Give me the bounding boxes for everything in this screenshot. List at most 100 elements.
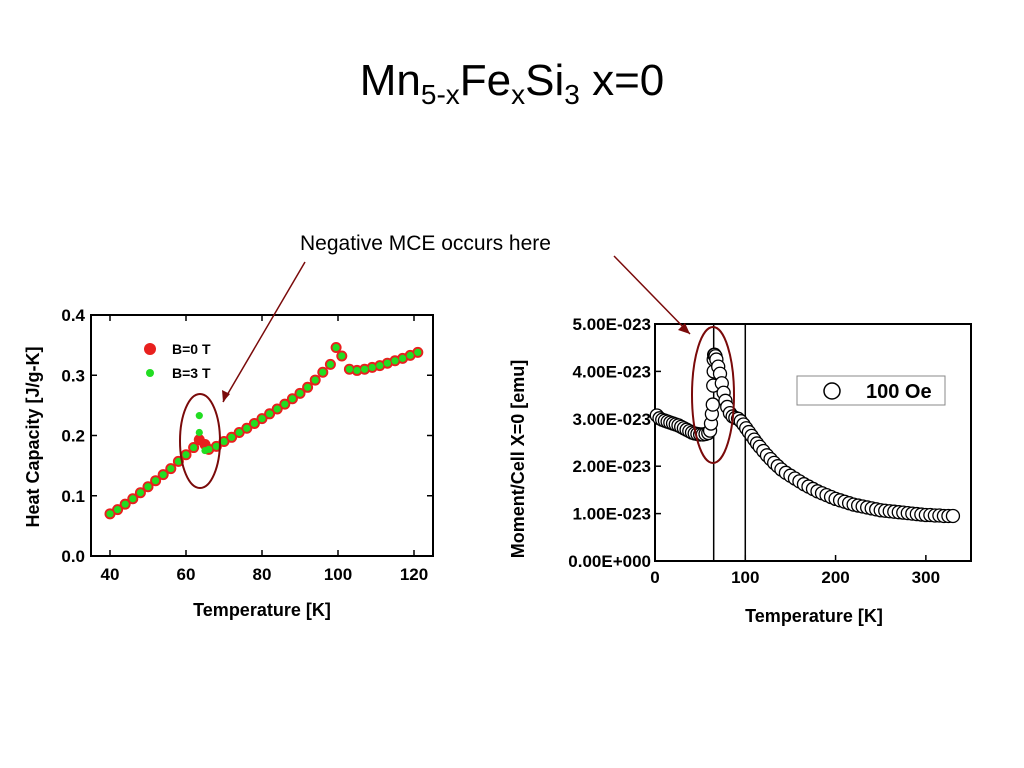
chart1-point-b3 <box>159 471 167 479</box>
chart1-highlight-ellipse <box>179 393 221 489</box>
annotation-arrows <box>222 255 691 403</box>
title-part-sub-3: 3 <box>564 79 580 110</box>
arrow-head-left <box>222 390 230 402</box>
chart2-legend-box <box>796 375 946 406</box>
chart2-y-tick-label: 5.00E-023 <box>573 315 651 334</box>
chart1-point-b3 <box>376 362 384 370</box>
chart2-plot-frame <box>654 323 972 562</box>
chart1-point-b3 <box>406 351 414 359</box>
chart1-point-b3 <box>399 354 407 362</box>
chart1-point-b3 <box>414 348 422 356</box>
chart2-y-tick-label: 1.00E-023 <box>573 505 651 524</box>
chart1-x-axis-title: Temperature [K] <box>193 600 331 620</box>
chart1-point-b3 <box>114 506 122 514</box>
chart1-point-b3 <box>296 389 304 397</box>
chart1-y-tick-label: 0.0 <box>61 547 85 566</box>
chart1-point-b3 <box>212 442 220 450</box>
chart2-points <box>649 347 961 524</box>
chart1-x-tick-label: 40 <box>101 565 120 584</box>
chart1-x-tick-label: 120 <box>400 565 428 584</box>
chart1-x-tick-label: 60 <box>177 565 196 584</box>
chart1-point-b3 <box>220 437 228 446</box>
chart2-ticks: 0 100 200 300 0.00E+000 1.00E-023 2.00E-023 3.0… <box>568 315 940 587</box>
chart1-point-b3 <box>311 376 319 384</box>
chart1-legend-b0-marker <box>144 343 156 355</box>
chart1-legend: B=0 T B=3 T <box>144 341 211 381</box>
chart1-point-b3 <box>195 428 203 437</box>
chart1-point-b3 <box>235 428 243 437</box>
chart2-x-tick-label: 100 <box>731 568 759 587</box>
chart1-point-b3 <box>195 412 203 420</box>
title-part-sub-5x: 5-x <box>420 79 460 110</box>
chart1-x-tick-label: 100 <box>324 565 352 584</box>
title-part-fe: Fe <box>459 56 512 105</box>
chart1-point-b3 <box>273 405 281 413</box>
chart1-y-axis-title: Heat Capacity [J/g-K] <box>23 346 43 527</box>
arrow-head-right <box>678 323 690 334</box>
arrow-to-left-chart <box>222 261 306 403</box>
chart1-points <box>104 342 424 520</box>
chart1-legend-b3-marker <box>146 369 154 377</box>
chart1-y-tick-label: 0.2 <box>61 427 85 446</box>
title-part-sub-x: x <box>511 79 526 110</box>
title-part-mn: Mn <box>359 56 421 105</box>
chart1-y-tick-label: 0.4 <box>61 306 85 325</box>
chart1-point-b3 <box>106 510 114 518</box>
chart1-point-b3 <box>129 495 137 503</box>
chart1-legend-b0-label: B=0 T <box>172 341 211 357</box>
chart1-point-b3 <box>243 424 251 432</box>
chart2-x-tick-label: 0 <box>650 568 659 587</box>
chart1-y-tick-label: 0.3 <box>61 366 85 385</box>
chart1-point-b3 <box>345 365 353 373</box>
chart1-point-b3 <box>136 489 144 497</box>
chart2-y-axis-title: Moment/Cell X=0 [emu] <box>508 360 528 559</box>
chart1-point-b3 <box>332 343 340 352</box>
chart1-point-b3 <box>228 433 236 441</box>
chart2-y-tick-label: 4.00E-023 <box>573 362 651 381</box>
chart1-point-b3 <box>121 500 129 508</box>
arrow-to-right-chart <box>613 255 691 335</box>
annotation-text: Negative MCE occurs here <box>300 232 551 255</box>
chart1-point-b3 <box>361 365 369 373</box>
chart1-point-b3 <box>288 395 296 403</box>
chart2-y-tick-label: 3.00E-023 <box>573 410 651 429</box>
chart2-x-axis-title: Temperature [K] <box>745 606 883 626</box>
title-part-si: Si <box>525 56 565 105</box>
heat-capacity-chart: 40 60 80 100 120 0.0 0.1 0.2 0.3 0.4 Temperature … <box>23 306 434 620</box>
chart1-point-b3 <box>338 352 346 360</box>
moment-chart: 0 100 200 300 0.00E+000 1.00E-023 2.00E-023 3.0… <box>508 315 972 626</box>
chart1-point-b3 <box>258 415 266 423</box>
chart1-ticks: 40 60 80 100 120 0.0 0.1 0.2 0.3 0.4 <box>61 306 433 584</box>
chart1-point-b3 <box>326 360 334 369</box>
chart1-point-b3 <box>368 363 376 372</box>
chart1-point-b3 <box>205 445 213 453</box>
chart1-x-tick-label: 80 <box>253 565 272 584</box>
chart1-point-b3 <box>190 443 198 452</box>
chart1-point-b3 <box>319 368 327 376</box>
title-part-x0: x=0 <box>579 56 665 105</box>
chart1-point-b3 <box>266 410 274 418</box>
chart2-point <box>945 508 961 524</box>
chart1-point-b3 <box>152 477 160 485</box>
chart2-highlight-ellipse <box>691 326 735 464</box>
chart1-point-b3 <box>281 400 289 408</box>
chart2-x-tick-label: 200 <box>821 568 849 587</box>
chart1-point-b3 <box>304 383 312 391</box>
chart1-y-tick-label: 0.1 <box>61 487 85 506</box>
slide-title: Mn5-xFexSi3 x=0 <box>0 56 1024 109</box>
chart2-point <box>705 397 720 412</box>
chart2-y-tick-label: 2.00E-023 <box>573 457 651 476</box>
chart1-point-b3 <box>353 366 361 375</box>
chart2-legend: 100 Oe <box>796 375 946 406</box>
chart2-legend-label: 100 Oe <box>866 381 932 403</box>
chart2-legend-marker <box>823 382 841 400</box>
chart1-point-b3 <box>182 451 190 459</box>
chart1-point-b3 <box>391 357 399 365</box>
chart1-point-b3 <box>383 359 391 367</box>
chart1-point-b3 <box>144 483 152 491</box>
chart1-plot-frame <box>90 314 434 557</box>
chart1-point-b3 <box>250 419 258 428</box>
chart1-point-b3 <box>174 457 182 466</box>
chart1-point-b3 <box>167 465 175 473</box>
